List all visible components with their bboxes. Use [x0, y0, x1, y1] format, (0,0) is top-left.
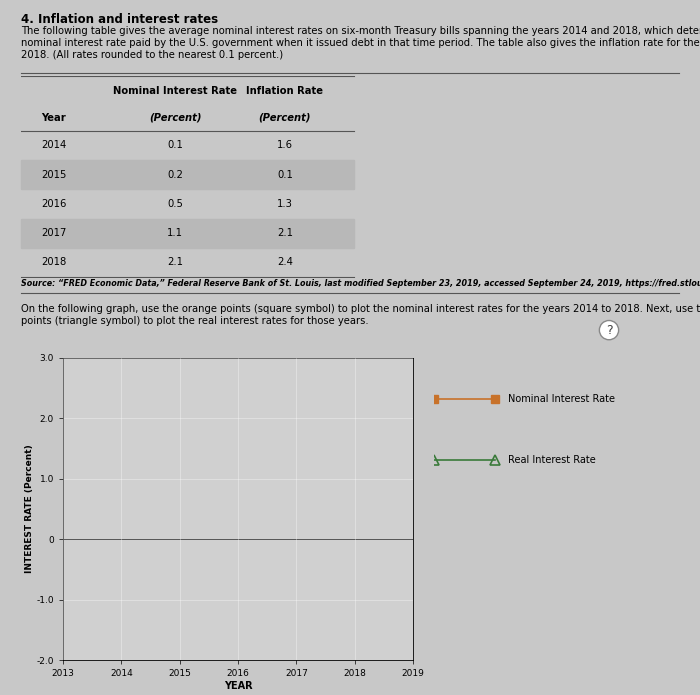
Text: 1.3: 1.3: [277, 199, 293, 209]
Text: 0.2: 0.2: [167, 170, 183, 180]
Text: 2018: 2018: [41, 257, 66, 268]
Text: 2018. (All rates rounded to the nearest 0.1 percent.): 2018. (All rates rounded to the nearest …: [21, 50, 283, 60]
Text: nominal interest rate paid by the U.S. government when it issued debt in that ti: nominal interest rate paid by the U.S. g…: [21, 38, 700, 48]
Text: Source: “FRED Economic Data,” Federal Reserve Bank of St. Louis, last modified S: Source: “FRED Economic Data,” Federal Re…: [21, 279, 700, 288]
Text: points (triangle symbol) to plot the real interest rates for those years.: points (triangle symbol) to plot the rea…: [21, 316, 369, 325]
Text: 2.1: 2.1: [277, 228, 293, 238]
Bar: [21, 160, 354, 189]
Text: On the following graph, use the orange points (square symbol) to plot the nomina: On the following graph, use the orange p…: [21, 304, 700, 313]
Bar: [21, 218, 354, 248]
Text: 0.5: 0.5: [167, 199, 183, 209]
Y-axis label: INTEREST RATE (Percent): INTEREST RATE (Percent): [25, 445, 34, 573]
Text: Inflation Rate: Inflation Rate: [246, 85, 323, 95]
Text: (Percent): (Percent): [149, 113, 202, 123]
Text: Nominal Interest Rate: Nominal Interest Rate: [508, 394, 615, 404]
Text: 2014: 2014: [41, 140, 66, 151]
Text: The following table gives the average nominal interest rates on six-month Treasu: The following table gives the average no…: [21, 26, 700, 36]
Text: 0.1: 0.1: [167, 140, 183, 151]
Text: Year: Year: [41, 113, 66, 123]
Text: Nominal Interest Rate: Nominal Interest Rate: [113, 85, 237, 95]
Text: 2017: 2017: [41, 228, 66, 238]
Text: (Percent): (Percent): [259, 113, 312, 123]
Text: 2016: 2016: [41, 199, 66, 209]
Text: 4. Inflation and interest rates: 4. Inflation and interest rates: [21, 13, 218, 26]
Text: ?: ?: [606, 324, 612, 336]
Text: 2015: 2015: [41, 170, 66, 180]
Text: 2.4: 2.4: [277, 257, 293, 268]
Text: 1.1: 1.1: [167, 228, 183, 238]
Text: 2.1: 2.1: [167, 257, 183, 268]
Text: Real Interest Rate: Real Interest Rate: [508, 455, 595, 465]
X-axis label: YEAR: YEAR: [224, 681, 252, 691]
Text: 0.1: 0.1: [277, 170, 293, 180]
Text: 1.6: 1.6: [277, 140, 293, 151]
